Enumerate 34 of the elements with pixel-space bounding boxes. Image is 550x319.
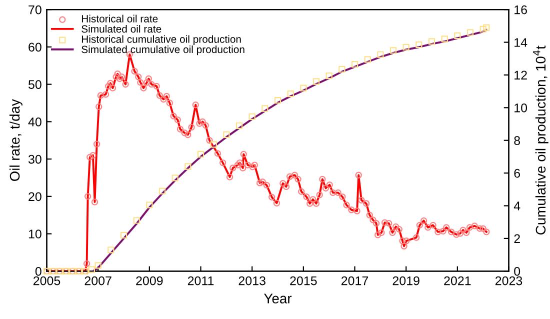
x-tick-label: 2011 (188, 276, 214, 286)
y-tick-label: 70 (28, 5, 42, 14)
x-tick-label: 2017 (341, 276, 368, 286)
y2-tick-label: 16 (514, 5, 527, 14)
y2-tick-label: 12 (514, 70, 527, 80)
x-tick-label: 2019 (392, 276, 420, 286)
legend-label: Simulated oil rate (82, 25, 162, 33)
y2-tick-label: 4 (514, 202, 520, 210)
y-tick-label: 50 (28, 80, 42, 89)
y2-tick-label: 0 (514, 266, 520, 276)
y2-tick-label: 10 (514, 103, 528, 112)
y-tick-label: 0 (35, 266, 42, 276)
x-tick-label: 2007 (84, 276, 112, 286)
x-tick-label: 2015 (290, 276, 317, 286)
y2-tick-label: 14 (514, 38, 528, 47)
y2-tick-label: 6 (514, 168, 520, 178)
y-tick-label: 20 (28, 192, 42, 202)
x-tick-label: 2023 (495, 276, 522, 286)
legend-label: Historical cumulative oil production (82, 35, 241, 45)
x-tick-label: 2005 (33, 276, 60, 286)
x-tick-label: 2013 (238, 276, 266, 286)
x-tick-label: 2009 (136, 276, 163, 286)
legend-label: Simulated cumulative oil production (82, 45, 244, 56)
y-tick-label: 10 (28, 230, 42, 238)
x-axis-title: Year (264, 294, 292, 304)
legend-label: Historical oil rate (82, 14, 158, 22)
y2-tick-label: 2 (514, 234, 520, 243)
y2-tick-label: 8 (514, 136, 520, 146)
y-tick-label: 40 (28, 117, 42, 126)
x-tick-label: 2021 (444, 276, 471, 286)
y-axis-title: Oil rate, t/day (9, 99, 22, 181)
y2-axis-title: Cumulative oil production, 10$^{4}$t (533, 46, 548, 235)
y-tick-label: 60 (28, 42, 42, 52)
y-tick-label: 30 (28, 154, 42, 164)
